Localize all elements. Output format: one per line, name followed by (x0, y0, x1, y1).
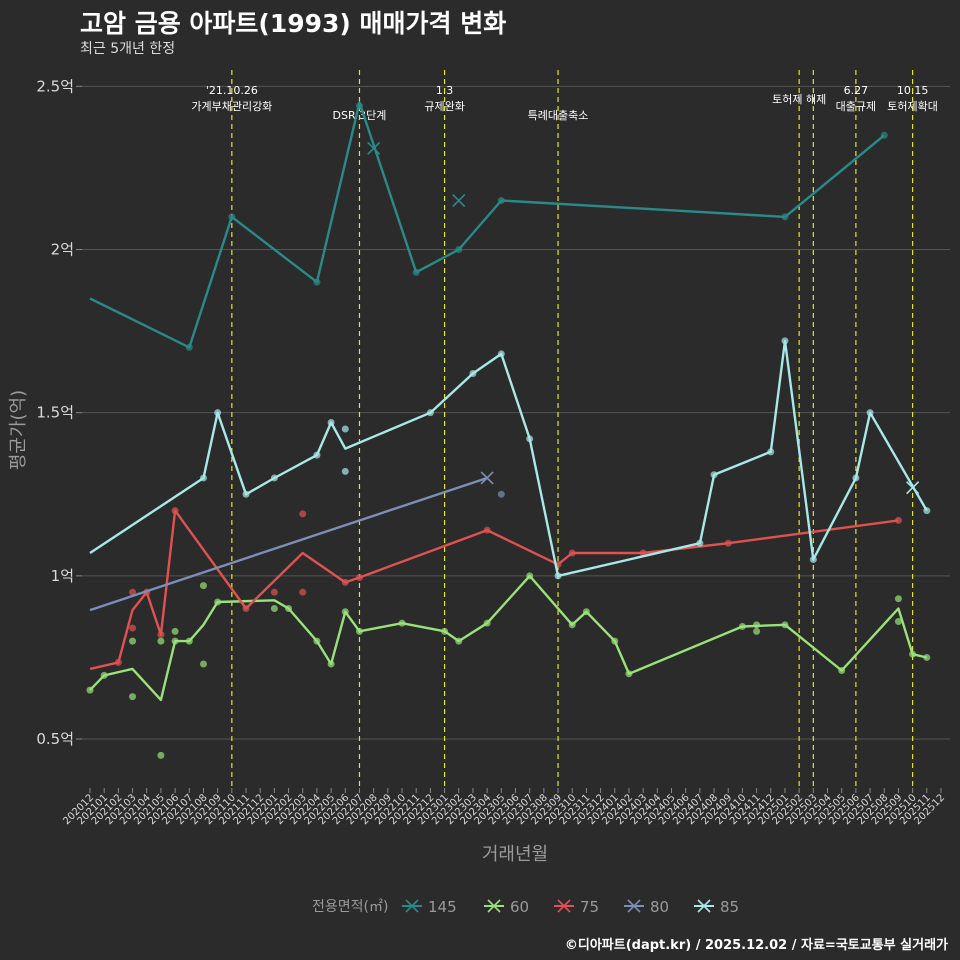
event-label-line: 1.3 (436, 84, 454, 97)
series-line (89, 339, 928, 578)
chart-title: 고암 금용 아파트(1993) 매매가격 변화 (80, 9, 507, 38)
legend-label-145: 145 (428, 898, 457, 916)
series-line (89, 476, 488, 612)
legend-marker-75 (557, 899, 571, 913)
legend-label-75: 75 (580, 898, 599, 916)
data-point (129, 637, 137, 645)
data-point (171, 627, 179, 635)
data-point (894, 516, 902, 524)
data-point (497, 490, 505, 498)
cancelled-marker (452, 193, 466, 208)
y-tick-label: 2.5억 (36, 77, 74, 95)
data-point (894, 595, 902, 603)
series (86, 101, 931, 759)
event-label-line: 특례대출축소 (528, 109, 589, 122)
legend-label-85: 85 (720, 898, 739, 916)
series-145 (89, 101, 888, 351)
cancelled-marker (480, 471, 494, 485)
data-point (199, 582, 207, 590)
data-point (341, 425, 349, 433)
event-label-line: 토허제확대 (887, 100, 938, 113)
event-label-line: 6.27 (844, 84, 869, 97)
data-point (157, 637, 165, 645)
event-label: 1.3 규제완화 (424, 84, 464, 113)
legend-marker-85 (697, 899, 711, 913)
y-axis-label: 평균가(억) (8, 390, 29, 470)
legend-marker-145 (405, 899, 419, 913)
legend-label-60: 60 (510, 898, 529, 916)
source-caption: ©디아파트(dapt.kr) / 2025.12.02 / 자료=국토교통부 실… (564, 938, 948, 953)
series-line (89, 509, 899, 671)
event-label-line: 10.15 (897, 84, 929, 97)
cancelled-marker (367, 141, 381, 155)
y-tick-label: 1억 (51, 567, 74, 585)
grid (82, 85, 950, 740)
series-85 (89, 337, 931, 580)
event-label-line: 가계부채관리강화 (191, 100, 272, 113)
data-point (270, 588, 278, 596)
y-tick-label: 0.5억 (36, 730, 74, 748)
data-point (753, 627, 761, 635)
event-label-line: 토허제 해제 (772, 92, 826, 106)
chart-subtitle: 최근 5개년 한정 (80, 41, 176, 57)
data-point (129, 624, 137, 632)
data-point (199, 660, 207, 668)
event-label: 10.15 토허제확대 (887, 84, 938, 113)
data-point (157, 751, 165, 759)
axes: 0.5억1억1.5억2억2.5억202012202101202102202103… (36, 77, 947, 827)
data-point (299, 510, 307, 518)
y-tick-label: 2억 (51, 241, 74, 259)
series-60 (86, 572, 931, 759)
data-point (894, 618, 902, 626)
series-line (89, 574, 928, 702)
data-point (270, 605, 278, 612)
event-label-line: DSR 3단계 (333, 109, 387, 122)
event-label: 6.27 대출규제 (836, 84, 876, 113)
y-tick-label: 1.5억 (36, 404, 74, 422)
legend-marker-80 (627, 899, 641, 913)
event-label: 특례대출축소 (528, 109, 589, 122)
data-point (129, 588, 137, 596)
event-label: 토허제 해제 (772, 92, 826, 106)
event-label: '21.10.26 가계부채관리강화 (191, 84, 272, 113)
legend: 전용면적(㎡) 145 60 75 80 85 (312, 898, 739, 916)
legend-marker-60 (487, 899, 501, 913)
data-point (299, 588, 307, 596)
legend-title: 전용면적(㎡) (312, 899, 388, 915)
series-75 (89, 507, 902, 671)
event-label-line: 대출규제 (836, 100, 876, 113)
event-label-line: 규제완화 (424, 100, 464, 113)
x-axis-label: 거래년월 (482, 844, 548, 865)
series-line (89, 101, 885, 349)
legend-label-80: 80 (650, 898, 669, 916)
event-label: DSR 3단계 (333, 109, 387, 122)
series-80 (89, 471, 505, 612)
data-point (129, 693, 137, 701)
cancelled-marker (906, 481, 920, 495)
data-point (341, 467, 349, 475)
event-label-line: '21.10.26 (206, 84, 258, 97)
